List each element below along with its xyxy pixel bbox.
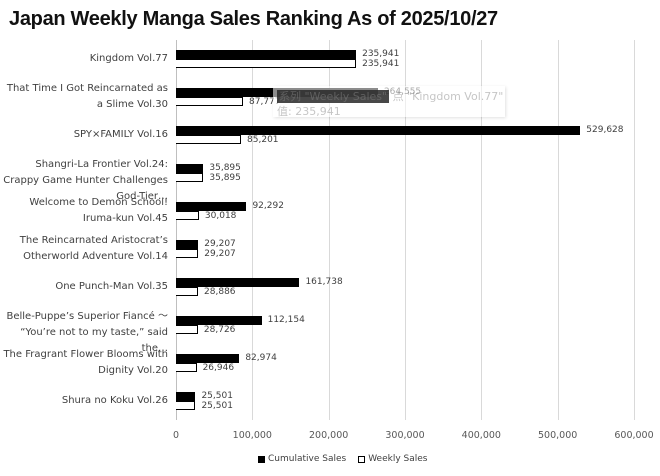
bar-cumulative-sales[interactable] bbox=[176, 50, 357, 59]
x-tick-label: 0 bbox=[172, 430, 180, 441]
bar-cumulative-sales[interactable] bbox=[176, 240, 199, 249]
data-label-cumulative: 529,628 bbox=[586, 125, 624, 135]
category-label: Shura no Koku Vol.26 bbox=[61, 395, 168, 406]
gridline bbox=[328, 40, 330, 420]
legend-item-cumulative[interactable]: Cumulative Sales bbox=[258, 454, 346, 464]
bar-cumulative-sales[interactable] bbox=[176, 278, 300, 287]
x-tick-label: 100,000 bbox=[232, 430, 272, 441]
gridline bbox=[557, 40, 559, 420]
bar-weekly-sales[interactable] bbox=[176, 363, 197, 372]
bar-cumulative-sales[interactable] bbox=[176, 316, 262, 325]
legend-swatch-outline-icon bbox=[358, 455, 366, 463]
category-label: The Fragrant Flower Blooms with Dignity … bbox=[3, 349, 168, 376]
data-label-weekly: 85,201 bbox=[247, 135, 279, 145]
legend-swatch-filled-icon bbox=[258, 455, 265, 463]
category-label: The Reincarnated Aristocrat’s Otherworld… bbox=[19, 235, 168, 262]
data-label-weekly: 35,895 bbox=[209, 173, 241, 183]
tooltip-point: 点 "Kingdom Vol.77" bbox=[392, 90, 504, 103]
bar-weekly-sales[interactable] bbox=[176, 287, 199, 296]
data-label-weekly: 29,207 bbox=[204, 249, 236, 259]
category-label: Shangri-La Frontier Vol.24: Crappy Game … bbox=[3, 159, 168, 202]
legend[interactable]: Cumulative Sales Weekly Sales bbox=[258, 454, 428, 464]
data-label-weekly: 28,886 bbox=[204, 287, 236, 297]
bar-cumulative-sales[interactable] bbox=[176, 202, 247, 211]
legend-label: Weekly Sales bbox=[368, 454, 428, 464]
x-tick-label: 400,000 bbox=[461, 430, 501, 441]
bar-weekly-sales[interactable] bbox=[176, 211, 199, 220]
data-label-cumulative: 29,207 bbox=[204, 239, 236, 249]
gridline bbox=[405, 40, 406, 420]
bar-weekly-sales[interactable] bbox=[176, 173, 204, 182]
bar-weekly-sales[interactable] bbox=[176, 401, 196, 410]
bar-weekly-sales[interactable] bbox=[176, 325, 198, 334]
bar-weekly-sales[interactable] bbox=[176, 97, 243, 106]
bar-cumulative-sales[interactable] bbox=[176, 392, 196, 401]
data-point-tooltip: 系列 "Weekly Sales" 点 "Kingdom Vol.77" 值: … bbox=[273, 86, 505, 118]
data-label-weekly: 26,946 bbox=[202, 363, 235, 373]
category-label: Belle-Puppe’s Superior Fiancé 〜 “You’re … bbox=[6, 311, 168, 354]
data-label-weekly: 25,501 bbox=[201, 401, 233, 411]
bar-cumulative-sales[interactable] bbox=[176, 126, 581, 135]
gridline bbox=[252, 40, 254, 420]
x-tick-label: 500,000 bbox=[538, 430, 578, 441]
data-label-cumulative: 82,974 bbox=[245, 353, 277, 363]
legend-item-weekly[interactable]: Weekly Sales bbox=[358, 454, 428, 464]
category-label: One Punch-Man Vol.35 bbox=[55, 281, 168, 292]
tooltip-series: 系列 "Weekly Sales" bbox=[277, 90, 390, 103]
data-label-cumulative: 235,941 bbox=[362, 49, 400, 59]
gridline bbox=[634, 40, 635, 420]
data-label-cumulative: 25,501 bbox=[201, 391, 233, 401]
data-label-cumulative: 92,292 bbox=[252, 201, 284, 211]
gridline bbox=[481, 40, 483, 420]
bar-cumulative-sales[interactable] bbox=[176, 164, 204, 173]
x-tick-label: 300,000 bbox=[385, 430, 425, 441]
bar-weekly-sales[interactable] bbox=[176, 135, 242, 144]
category-label: Kingdom Vol.77 bbox=[89, 53, 168, 64]
category-label: Welcome to Demon School! Iruma-kun Vol.4… bbox=[29, 197, 168, 224]
bar-weekly-sales[interactable] bbox=[176, 249, 199, 258]
plot-area[interactable]: 235,941235,941264,55587,777529,62885,201… bbox=[176, 40, 635, 420]
bar-weekly-sales[interactable] bbox=[176, 59, 357, 68]
data-label-weekly: 28,726 bbox=[203, 325, 236, 335]
data-label-cumulative: 112,154 bbox=[267, 315, 305, 325]
data-label-weekly: 235,941 bbox=[362, 59, 400, 69]
x-tick-label: 600,000 bbox=[614, 430, 654, 441]
legend-label: Cumulative Sales bbox=[268, 454, 347, 464]
tooltip-value: 值: 235,941 bbox=[277, 105, 341, 118]
x-tick-label: 200,000 bbox=[309, 430, 349, 441]
bar-cumulative-sales[interactable] bbox=[176, 354, 240, 363]
data-label-weekly: 87,777 bbox=[249, 97, 281, 107]
category-label: That Time I Got Reincarnated as a Slime … bbox=[6, 83, 168, 110]
data-label-cumulative: 161,738 bbox=[305, 277, 343, 287]
chart-title: Japan Weekly Manga Sales Ranking As of 2… bbox=[9, 8, 498, 30]
data-label-weekly: 30,018 bbox=[204, 211, 237, 221]
data-label-cumulative: 35,895 bbox=[209, 163, 241, 173]
category-label: SPY×FAMILY Vol.16 bbox=[73, 129, 168, 140]
category-axis-line bbox=[176, 40, 177, 420]
